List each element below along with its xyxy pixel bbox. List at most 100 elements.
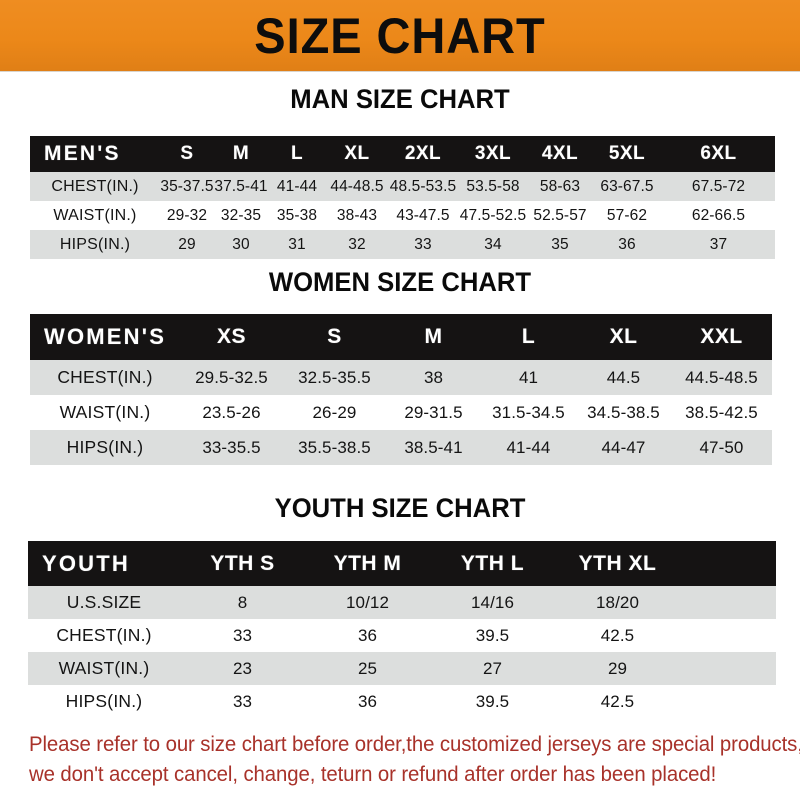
youth-row-label: CHEST(IN.)	[56, 625, 152, 645]
women-cell: 44.5-48.5	[685, 367, 758, 387]
men-cell: 35-38	[276, 206, 318, 224]
women-cell: 47-50	[699, 437, 744, 457]
youth-header-row: YOUTH YTH S YTH M YTH L YTH XL	[28, 541, 776, 586]
youth-cell-empty	[680, 685, 776, 718]
youth-cell: 39.5	[475, 691, 510, 711]
youth-row-label: HIPS(IN.)	[65, 691, 143, 711]
men-col-header: 5XL	[608, 143, 646, 164]
men-cell: 58-63	[539, 177, 581, 195]
youth-cell: 36	[357, 625, 378, 645]
youth-cell: 27	[482, 658, 503, 678]
men-cell: 32	[348, 235, 366, 253]
youth-cell-empty	[680, 652, 776, 685]
men-col-header: 4XL	[541, 143, 579, 164]
men-cell: 37	[709, 235, 728, 253]
men-row-label: HIPS(IN.)	[59, 235, 131, 253]
youth-col-header: YTH XL	[578, 551, 657, 575]
men-size-table: MEN'S S M L XL 2XL 3XL 4XL 5XL 6XL CHEST…	[30, 136, 775, 259]
table-row: CHEST(IN.) 35-37.5 37.5-41 41-44 44-48.5…	[30, 172, 775, 201]
women-size-table: WOMEN'S XS S M L XL XXL CHEST(IN.) 29.5-…	[30, 314, 772, 465]
youth-cell: 25	[357, 658, 378, 678]
men-cell: 31	[288, 235, 306, 253]
men-cell: 35	[551, 235, 569, 253]
women-cell: 29-31.5	[404, 402, 463, 422]
women-col-header: L	[521, 325, 536, 348]
men-cell: 32-35	[220, 206, 262, 224]
men-row-label: WAIST(IN.)	[53, 206, 137, 224]
youth-col-header-empty	[680, 541, 776, 586]
youth-col-header: YTH L	[460, 551, 525, 575]
men-cell: 34	[484, 235, 502, 253]
men-cell: 43-47.5	[396, 206, 450, 224]
youth-cell: 42.5	[600, 691, 635, 711]
youth-section-title: YOUTH SIZE CHART	[274, 493, 526, 523]
men-cell: 38-43	[336, 206, 378, 224]
women-col-header: M	[424, 325, 443, 348]
men-col-header: L	[290, 143, 304, 164]
youth-cell-empty	[680, 586, 776, 619]
youth-size-table: YOUTH YTH S YTH M YTH L YTH XL U.S.SIZE …	[28, 541, 776, 718]
women-row-label: WAIST(IN.)	[59, 402, 151, 422]
women-col-header: XXL	[700, 325, 743, 348]
youth-cell: 8	[237, 592, 248, 612]
women-col-header: XL	[609, 325, 638, 348]
table-row: CHEST(IN.) 33 36 39.5 42.5	[28, 619, 776, 652]
table-row: HIPS(IN.) 29 30 31 32 33 34 35 36 37	[30, 230, 775, 259]
order-disclaimer: Please refer to our size chart before or…	[29, 730, 800, 790]
page-banner: SIZE CHART	[0, 0, 800, 72]
men-col-header: S	[180, 143, 194, 164]
table-row: WAIST(IN.) 23 25 27 29	[28, 652, 776, 685]
men-col-header: 6XL	[700, 143, 737, 164]
table-row: HIPS(IN.) 33-35.5 35.5-38.5 38.5-41 41-4…	[30, 430, 772, 465]
man-section-title: MAN SIZE CHART	[290, 84, 510, 114]
women-row-label: HIPS(IN.)	[66, 437, 144, 457]
women-corner-label: WOMEN'S	[44, 324, 167, 349]
women-section-title: WOMEN SIZE CHART	[268, 267, 532, 297]
men-cell: 48.5-53.5	[389, 177, 457, 195]
table-row: WAIST(IN.) 29-32 32-35 35-38 38-43 43-47…	[30, 201, 775, 230]
women-header-row: WOMEN'S XS S M L XL XXL	[30, 314, 772, 360]
women-col-header: XS	[216, 325, 246, 348]
men-col-header: 2XL	[404, 143, 442, 164]
men-corner-label: MEN'S	[44, 142, 121, 165]
youth-cell: 10/12	[345, 592, 390, 612]
youth-cell: 14/16	[470, 592, 515, 612]
youth-cell: 33	[232, 691, 253, 711]
youth-col-header: YTH S	[210, 551, 275, 575]
youth-cell: 23	[232, 658, 253, 678]
youth-row-label: U.S.SIZE	[66, 592, 142, 612]
women-cell: 38.5-42.5	[685, 402, 758, 422]
women-cell: 31.5-34.5	[492, 402, 565, 422]
men-cell: 57-62	[606, 206, 648, 224]
men-cell: 52.5-57	[533, 206, 587, 224]
women-cell: 32.5-35.5	[298, 367, 371, 387]
youth-corner-label: YOUTH	[42, 550, 130, 576]
table-row: CHEST(IN.) 29.5-32.5 32.5-35.5 38 41 44.…	[30, 360, 772, 395]
women-cell: 26-29	[312, 402, 357, 422]
youth-cell: 33	[232, 625, 253, 645]
men-cell: 44-48.5	[330, 177, 384, 195]
youth-cell-empty	[680, 619, 776, 652]
table-row: WAIST(IN.) 23.5-26 26-29 29-31.5 31.5-34…	[30, 395, 772, 430]
youth-cell: 42.5	[600, 625, 635, 645]
men-cell: 67.5-72	[691, 177, 746, 195]
men-col-header: M	[232, 143, 250, 164]
men-cell: 30	[232, 235, 250, 253]
men-cell: 41-44	[276, 177, 318, 195]
youth-cell: 29	[607, 658, 628, 678]
page-title: SIZE CHART	[254, 7, 546, 64]
youth-cell: 18/20	[595, 592, 640, 612]
women-cell: 41	[518, 367, 539, 387]
women-cell: 23.5-26	[202, 402, 261, 422]
men-header-row: MEN'S S M L XL 2XL 3XL 4XL 5XL 6XL	[30, 136, 775, 172]
men-cell: 35-37.5	[160, 177, 214, 195]
youth-row-label: WAIST(IN.)	[58, 658, 150, 678]
table-row: U.S.SIZE 8 10/12 14/16 18/20	[28, 586, 776, 619]
men-cell: 37.5-41	[214, 177, 268, 195]
disclaimer-line-1: Please refer to our size chart before or…	[29, 733, 800, 756]
youth-cell: 39.5	[475, 625, 510, 645]
women-cell: 34.5-38.5	[587, 402, 660, 422]
men-cell: 33	[414, 235, 432, 253]
youth-col-header: YTH M	[333, 551, 402, 575]
women-cell: 44.5	[606, 367, 641, 387]
